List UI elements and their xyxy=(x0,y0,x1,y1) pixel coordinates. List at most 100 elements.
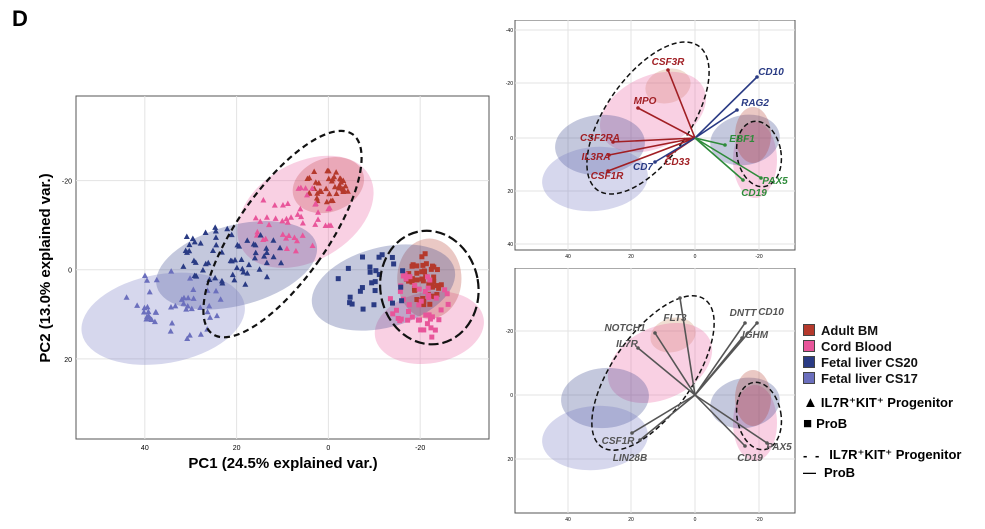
point-layer xyxy=(123,167,451,341)
data-point-triangle xyxy=(183,306,190,312)
x-tick-label: 0 xyxy=(694,517,697,523)
gene-label: CD10 xyxy=(758,67,784,78)
x-tick-label: 0 xyxy=(326,445,330,452)
data-point-square xyxy=(405,317,411,323)
data-point-triangle xyxy=(252,249,259,256)
gene-label: CD19 xyxy=(737,453,763,464)
data-point-triangle xyxy=(238,256,245,263)
data-point-triangle xyxy=(261,253,268,259)
gene-label: PAX5 xyxy=(766,442,792,453)
data-point-square xyxy=(411,285,417,291)
data-point-square xyxy=(372,288,378,294)
data-point-square xyxy=(397,288,403,294)
data-point-triangle xyxy=(331,173,338,180)
data-point-square xyxy=(422,289,428,295)
data-point-square xyxy=(426,312,432,318)
legend-swatch xyxy=(803,372,815,384)
loading-vector xyxy=(694,76,758,139)
data-point-square xyxy=(418,327,424,333)
data-point-square xyxy=(360,306,366,312)
loading-vector xyxy=(639,394,696,441)
data-point-triangle xyxy=(338,179,345,185)
biplot-bottom-grid xyxy=(515,268,795,513)
data-point-triangle xyxy=(315,216,322,222)
data-point-triangle xyxy=(212,234,219,240)
data-point-square xyxy=(436,285,442,291)
data-point-triangle xyxy=(141,272,148,279)
legend-item-fetal-cs17: Fetal liver CS17 xyxy=(803,370,918,386)
tick-labels: 40 20 0 -20 -20 0 20 xyxy=(62,179,425,452)
data-point-square xyxy=(414,297,420,303)
x-tick-label: 20 xyxy=(233,445,241,452)
data-point-triangle xyxy=(178,296,185,302)
legend-line-dashed: - - IL7R⁺KIT⁺ Progenitor xyxy=(803,447,961,463)
gene-label: PAX5 xyxy=(762,176,788,187)
data-point-square xyxy=(442,287,448,293)
data-point-triangle xyxy=(260,196,267,203)
biplot-bottom-labels: FLT3 DNTT CD10 NOTCH1 IGHM IL7R CSF1R LIN28B CD1… xyxy=(602,307,793,464)
data-point-triangle xyxy=(263,259,270,266)
data-point-square xyxy=(409,314,415,320)
x-tick-label: -20 xyxy=(415,445,425,452)
data-point-triangle xyxy=(264,273,271,280)
vector-endpoint xyxy=(636,106,640,110)
data-point-triangle xyxy=(213,287,220,294)
gene-label: IL7R xyxy=(616,339,638,350)
data-point-triangle xyxy=(292,247,299,254)
data-point-square xyxy=(427,301,433,307)
x-tick-label: 40 xyxy=(141,445,149,452)
data-point-square xyxy=(389,254,395,260)
loading-vector xyxy=(694,394,746,447)
data-point-square xyxy=(425,285,431,291)
y-tick-label: 0 xyxy=(510,136,513,142)
confidence-ellipse xyxy=(542,146,648,212)
data-point-triangle xyxy=(197,331,204,337)
data-point-triangle xyxy=(283,215,290,222)
data-point-square xyxy=(427,277,433,283)
data-point-square xyxy=(431,279,437,285)
data-point-square xyxy=(409,279,415,285)
data-point-triangle xyxy=(228,231,235,238)
data-point-triangle xyxy=(277,244,284,251)
x-axis-label: PC1 (24.5% explained var.) xyxy=(188,455,377,472)
loading-vector xyxy=(654,332,696,396)
data-point-triangle xyxy=(145,308,152,315)
data-point-triangle xyxy=(144,303,151,310)
legend-line-label: ProB xyxy=(824,465,856,480)
data-point-square xyxy=(357,288,363,294)
data-point-triangle xyxy=(199,267,206,273)
data-point-square xyxy=(417,317,423,323)
data-point-square xyxy=(393,307,399,313)
data-point-square xyxy=(422,251,428,257)
loading-vector xyxy=(607,137,696,172)
vector-endpoint xyxy=(630,431,634,435)
vector-endpoint xyxy=(765,441,769,445)
data-point-square xyxy=(406,271,412,277)
vector-endpoint xyxy=(735,108,739,112)
legend-shape-square: ■ ProB xyxy=(803,415,847,432)
vector-endpoint xyxy=(723,143,727,147)
data-point-triangle xyxy=(315,209,322,215)
data-point-square xyxy=(419,254,425,260)
data-point-triangle xyxy=(191,238,198,245)
data-point-square xyxy=(349,301,355,307)
legend-label: Fetal liver CS17 xyxy=(821,370,918,386)
data-point-triangle xyxy=(234,241,241,248)
data-point-triangle xyxy=(180,263,187,269)
data-point-triangle xyxy=(168,268,175,274)
data-point-triangle xyxy=(288,214,295,220)
data-point-triangle xyxy=(314,190,321,196)
data-point-triangle xyxy=(339,185,346,192)
biplot-bottom: FLT3 DNTT CD10 NOTCH1 IGHM IL7R CSF1R LIN28B CD1… xyxy=(506,268,796,523)
data-point-triangle xyxy=(302,185,309,191)
data-point-triangle xyxy=(252,214,259,221)
triangle-icon: ▲ xyxy=(803,394,818,411)
data-point-triangle xyxy=(295,185,302,191)
data-point-triangle xyxy=(167,304,174,310)
data-point-square xyxy=(367,264,373,270)
legend-item-cord-blood: Cord Blood xyxy=(803,338,918,354)
vector-endpoint xyxy=(638,438,642,442)
data-point-triangle xyxy=(306,174,313,181)
data-point-square xyxy=(424,321,430,327)
legend-label: Fetal liver CS20 xyxy=(821,354,918,370)
